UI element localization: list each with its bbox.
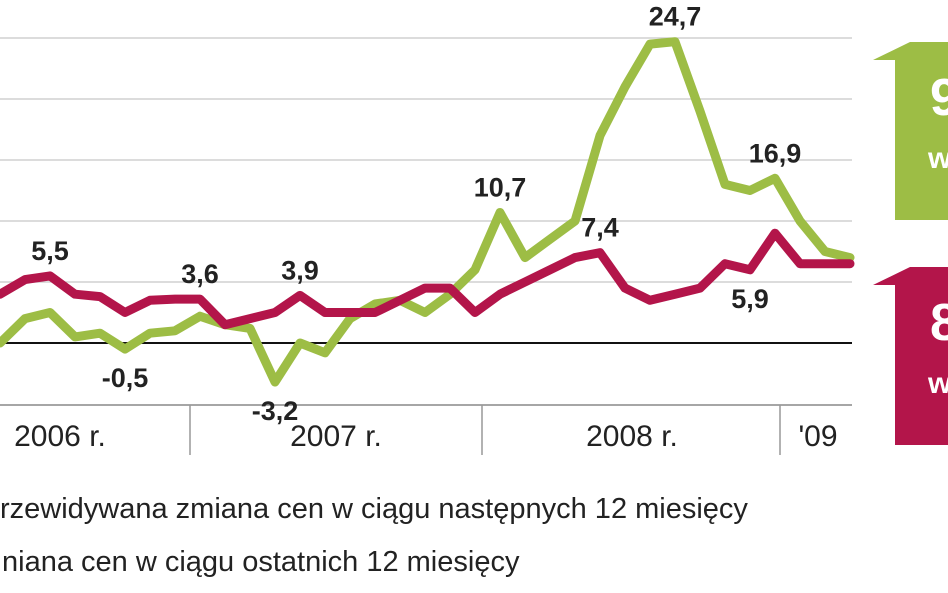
data-point [249, 327, 251, 329]
callout-forecast [873, 42, 948, 220]
data-point [49, 275, 51, 277]
data-point [649, 43, 651, 45]
data-point [774, 177, 776, 179]
data-point [799, 220, 801, 222]
data-point [724, 183, 726, 185]
data-label: 5,5 [31, 236, 69, 266]
data-point [699, 287, 701, 289]
data-point [299, 294, 301, 296]
data-point [574, 220, 576, 222]
x-axis-label: 2008 r. [586, 420, 678, 453]
data-point [49, 312, 51, 313]
data-point [274, 312, 276, 313]
data-point [424, 287, 426, 289]
data-point [724, 263, 726, 265]
data-point [174, 330, 176, 332]
data-point [824, 263, 826, 265]
data-point [174, 298, 176, 300]
data-point [749, 269, 751, 271]
callout-actual [873, 267, 948, 445]
data-point [599, 252, 601, 254]
data-point [474, 269, 476, 271]
data-point [699, 110, 701, 112]
data-point [424, 312, 426, 313]
data-point [349, 312, 351, 313]
data-point [399, 299, 401, 301]
x-axis-label: '09 [798, 420, 837, 453]
data-point [324, 312, 326, 313]
data-point [624, 287, 626, 289]
data-point [374, 303, 376, 305]
data-point [349, 318, 351, 320]
series-line-forecast [0, 37, 855, 387]
data-point [824, 251, 826, 252]
data-point [774, 232, 776, 234]
data-label: 3,9 [281, 255, 319, 285]
data-point [474, 312, 476, 313]
data-label: 16,9 [749, 138, 802, 168]
data-point [549, 238, 551, 240]
data-point [149, 332, 151, 334]
data-point [499, 293, 501, 295]
data-point [274, 381, 276, 383]
data-point [749, 190, 751, 191]
data-point [374, 312, 376, 313]
data-point [0, 293, 1, 295]
data-point [799, 263, 801, 265]
data-label: 10,7 [474, 172, 527, 202]
data-point [24, 318, 26, 320]
legend-item-forecast: rzewidywana zmiana cen w ciągu następnyc… [0, 493, 748, 525]
data-point [849, 263, 851, 265]
x-axis-label: 2007 r. [290, 420, 382, 453]
data-point [599, 135, 601, 137]
data-point [199, 298, 201, 300]
data-point [0, 342, 1, 344]
data-point [324, 352, 326, 354]
callout-forecast-value: 9 [930, 69, 948, 127]
legend-item-actual: niana cen w ciągu ostatnich 12 miesięcy [2, 546, 520, 578]
data-point [524, 281, 526, 283]
data-point [674, 41, 676, 43]
data-point [849, 257, 851, 259]
data-label: 24,7 [649, 2, 702, 32]
data-point [249, 318, 251, 320]
data-point [24, 279, 26, 281]
price-change-line-chart: 2006 r. 2007 r. 2008 r. '09 5,5 -0,5 3,6 -3,2 3,… [0, 2, 948, 455]
data-point [449, 287, 451, 289]
data-point [524, 257, 526, 259]
data-point [199, 315, 201, 317]
data-label: 3,6 [181, 259, 219, 289]
data-point [74, 336, 76, 338]
data-point [299, 342, 301, 344]
data-label: 7,4 [581, 213, 619, 243]
data-point [124, 348, 126, 350]
data-point [99, 296, 101, 298]
data-point [549, 269, 551, 271]
data-point [74, 293, 76, 295]
data-point [574, 257, 576, 259]
callout-forecast-unit: w [927, 142, 948, 175]
data-point [624, 86, 626, 88]
data-label: 5,9 [731, 284, 769, 314]
callout-actual-value: 8 [930, 294, 948, 352]
data-point [649, 299, 651, 301]
data-point [99, 332, 101, 334]
data-point [224, 324, 226, 326]
data-label: -3,2 [252, 396, 299, 426]
data-point [674, 293, 676, 295]
data-point [499, 211, 501, 213]
data-point [149, 299, 151, 301]
data-label: -0,5 [102, 363, 149, 393]
callout-actual-unit: w [927, 367, 948, 400]
x-axis-label: 2006 r. [14, 420, 106, 453]
data-point [124, 312, 126, 313]
